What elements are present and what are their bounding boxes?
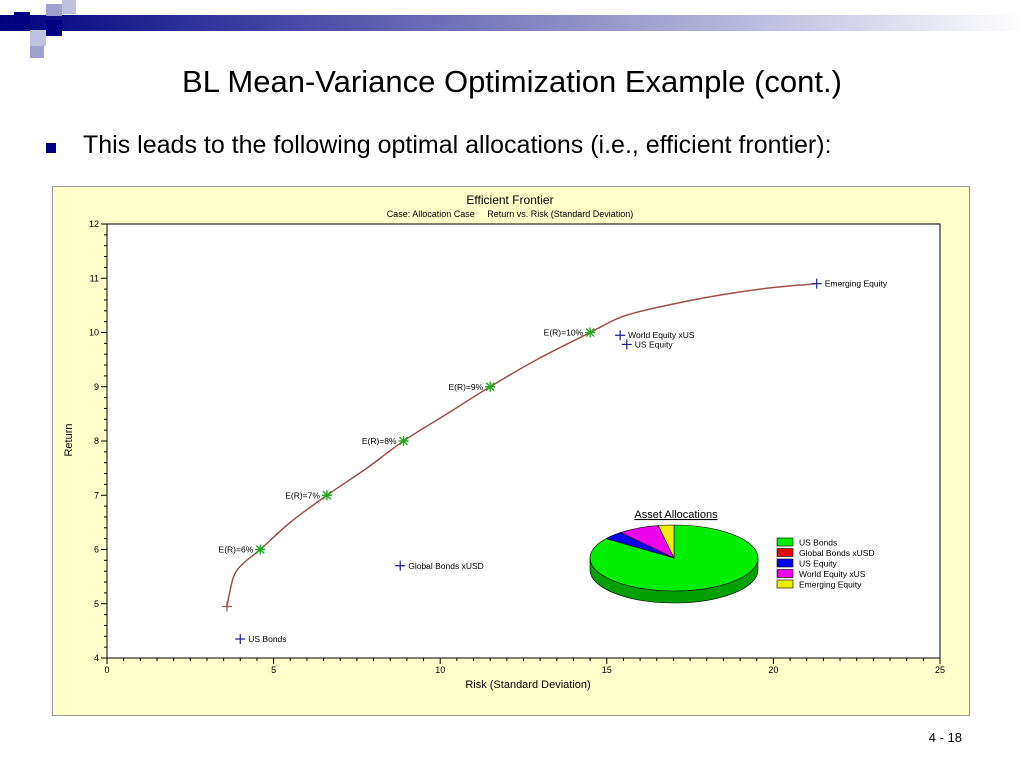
pie-title: Asset Allocations bbox=[634, 509, 718, 521]
y-tick-label: 11 bbox=[90, 273, 99, 283]
frontier-point-label: E(R)=10% bbox=[544, 328, 584, 338]
banner-square-4 bbox=[46, 20, 62, 36]
y-axis-label: Return bbox=[63, 423, 75, 456]
asset-marker bbox=[235, 634, 246, 645]
frontier-start-marker bbox=[221, 601, 232, 612]
asset-label: US Equity bbox=[635, 339, 674, 349]
legend-swatch bbox=[776, 537, 794, 547]
chart-subtitle: Case: Allocation Case Return vs. Risk (S… bbox=[387, 209, 634, 219]
y-tick-label: 9 bbox=[94, 382, 99, 392]
x-tick-label: 5 bbox=[271, 665, 276, 675]
x-tick-label: 0 bbox=[104, 665, 109, 675]
asset-marker bbox=[621, 339, 632, 350]
banner-square-1 bbox=[14, 12, 30, 28]
asset-label: Global Bonds xUSD bbox=[408, 561, 484, 571]
legend-swatch bbox=[776, 548, 794, 557]
frontier-point-marker bbox=[398, 436, 409, 446]
y-tick-label: 4 bbox=[94, 653, 99, 663]
asset-label: World Equity xUS bbox=[628, 330, 695, 340]
plot-area: 0 5 10 15 20 25 4 5 6 7 8 9 10 11 12 E(R)=6% E(R)=7% E(R)… bbox=[89, 219, 945, 675]
y-tick-label: 6 bbox=[94, 545, 99, 555]
x-tick-label: 25 bbox=[935, 665, 945, 675]
legend-swatch bbox=[776, 558, 794, 568]
legend-label: US Bonds bbox=[799, 538, 837, 548]
title-banner-decoration bbox=[0, 0, 1024, 58]
slide-title: BL Mean-Variance Optimization Example (c… bbox=[182, 64, 842, 99]
banner-bar bbox=[0, 15, 1024, 31]
frontier-point-label: E(R)=9% bbox=[448, 382, 483, 392]
plot-background bbox=[106, 223, 941, 659]
legend-swatch bbox=[776, 579, 794, 589]
asset-label: US Bonds bbox=[248, 634, 286, 644]
y-tick-label: 5 bbox=[94, 599, 99, 609]
x-tick-label: 20 bbox=[768, 665, 778, 675]
legend-label: Emerging Equity bbox=[799, 580, 862, 590]
asset-label: Emerging Equity bbox=[825, 279, 888, 289]
chart-title: Efficient Frontier bbox=[466, 193, 553, 207]
banner-square-6 bbox=[30, 46, 44, 58]
legend-swatch bbox=[776, 569, 794, 578]
bullet-text: This leads to the following optimal allo… bbox=[83, 131, 832, 159]
y-tick-label: 7 bbox=[94, 490, 99, 500]
pie-slice bbox=[657, 524, 675, 559]
banner-square-2 bbox=[46, 4, 62, 16]
frontier-point-label: E(R)=6% bbox=[219, 545, 254, 555]
asset-marker bbox=[811, 278, 822, 289]
bullet-square-icon bbox=[46, 143, 56, 153]
y-tick-label: 10 bbox=[89, 328, 99, 338]
frontier-point-marker bbox=[585, 327, 596, 338]
banner-square-3 bbox=[62, 0, 76, 14]
x-tick-label: 15 bbox=[602, 665, 612, 675]
y-tick-label: 8 bbox=[94, 436, 99, 446]
x-axis-label: Risk (Standard Deviation) bbox=[465, 679, 590, 691]
frontier-point-marker bbox=[485, 381, 496, 392]
legend-label: US Equity bbox=[799, 559, 838, 569]
legend-label: World Equity xUS bbox=[799, 569, 866, 579]
asset-allocation-pie bbox=[589, 524, 759, 604]
frontier-point-marker bbox=[255, 544, 266, 555]
frontier-line bbox=[226, 282, 817, 607]
frontier-point-label: E(R)=7% bbox=[285, 490, 320, 500]
frontier-point-label: E(R)=8% bbox=[362, 436, 397, 446]
legend-label: Global Bonds xUSD bbox=[799, 548, 875, 558]
page-number: 4 - 18 bbox=[928, 730, 962, 745]
y-tick-label: 12 bbox=[89, 219, 99, 229]
efficient-frontier-chart: Efficient Frontier Case: Allocation Case… bbox=[52, 186, 970, 716]
x-tick-label: 10 bbox=[435, 665, 445, 675]
banner-square-5 bbox=[30, 30, 46, 46]
asset-marker bbox=[395, 560, 406, 571]
frontier-point-marker bbox=[321, 490, 332, 501]
asset-marker bbox=[615, 330, 626, 341]
